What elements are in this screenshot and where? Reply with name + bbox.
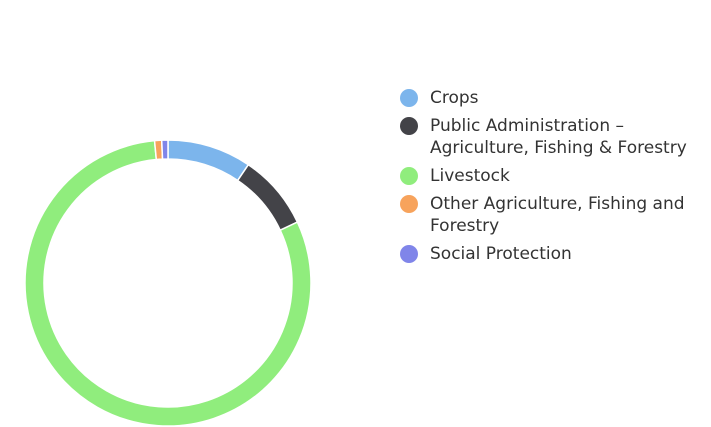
legend-item-social-protection[interactable]: Social Protection bbox=[400, 243, 705, 265]
legend-item-livestock[interactable]: Livestock bbox=[400, 165, 705, 187]
legend-swatch-icon bbox=[400, 89, 418, 107]
legend-label: Livestock bbox=[430, 166, 510, 186]
legend-label: Crops bbox=[430, 88, 479, 108]
legend-label: Public Administration – Agriculture, Fis… bbox=[430, 116, 687, 158]
legend-label: Other Agriculture, Fishing and Forestry bbox=[430, 194, 685, 236]
donut-slice-public-administration[interactable] bbox=[236, 163, 299, 232]
legend-swatch-icon bbox=[400, 245, 418, 263]
donut-slice-social-protection[interactable] bbox=[160, 139, 169, 160]
legend-item-crops[interactable]: Crops bbox=[400, 87, 705, 109]
legend-item-other-agriculture[interactable]: Other Agriculture, Fishing and Forestry bbox=[400, 193, 705, 237]
legend-label: Social Protection bbox=[430, 244, 572, 264]
chart-legend: Crops Public Administration – Agriculture… bbox=[400, 87, 705, 271]
legend-swatch-icon bbox=[400, 195, 418, 213]
legend-swatch-icon bbox=[400, 117, 418, 135]
legend-item-public-administration[interactable]: Public Administration – Agriculture, Fis… bbox=[400, 115, 705, 159]
donut-slice-livestock[interactable] bbox=[24, 139, 312, 427]
donut-slice-crops[interactable] bbox=[167, 139, 250, 182]
legend-swatch-icon bbox=[400, 167, 418, 185]
